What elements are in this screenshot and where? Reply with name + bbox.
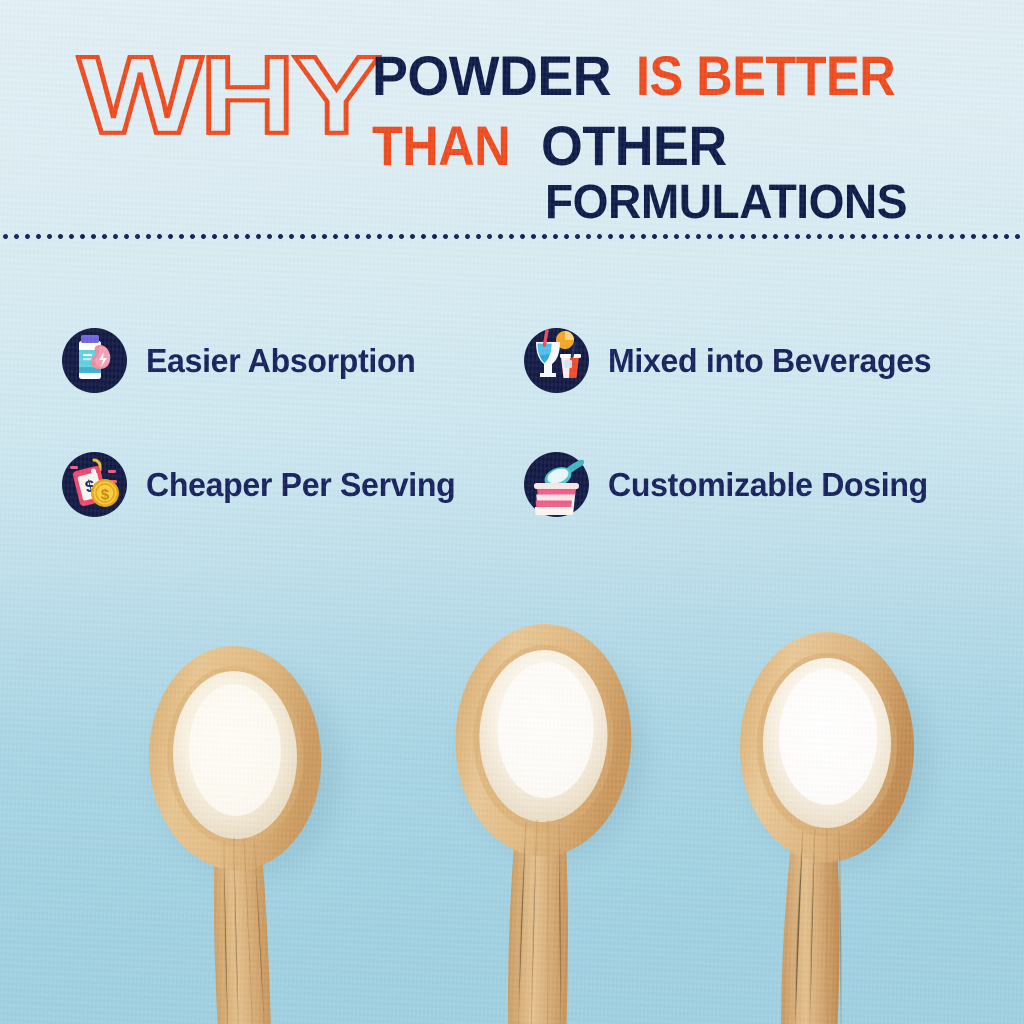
- wooden-spoon-2: [438, 608, 645, 1024]
- headline-line-1: POWDER IS BETTER: [372, 48, 924, 104]
- headline-block: WHY POWDER IS BETTER THAN OTHER FORMULAT…: [0, 36, 1024, 226]
- feature-grid: Easier Absorption: [0, 310, 1024, 540]
- headline-powder: POWDER: [372, 44, 612, 107]
- feature-label: Easier Absorption: [146, 341, 416, 379]
- headline-line-3: FORMULATIONS: [545, 179, 922, 227]
- feature-item-easier-absorption[interactable]: Easier Absorption: [62, 328, 424, 393]
- supplement-bottle-stomach-icon: [62, 328, 127, 393]
- feature-label: Mixed into Beverages: [608, 341, 932, 379]
- price-tag-coin-icon: $ $: [62, 452, 127, 517]
- headline-than: THAN: [372, 114, 511, 177]
- feature-item-customizable-dosing[interactable]: Customizable Dosing: [524, 452, 938, 517]
- svg-text:$: $: [101, 487, 110, 504]
- cocktail-drinks-icon: [524, 328, 589, 393]
- tub-scoop-icon: [524, 452, 589, 517]
- feature-label: Cheaper Per Serving: [146, 465, 456, 503]
- headline-is-better: IS BETTER: [636, 44, 896, 107]
- headline-why-outline: WHY: [76, 32, 383, 157]
- wooden-spoon-1: [131, 627, 346, 1024]
- wooden-spoon-3: [727, 617, 927, 1024]
- headline-line-2: THAN OTHER: [372, 118, 734, 174]
- headline-other: OTHER: [540, 114, 727, 177]
- spoons-photo: [0, 545, 1024, 1024]
- dotted-divider: [0, 233, 1024, 240]
- feature-label: Customizable Dosing: [608, 465, 928, 503]
- headline-formulations: FORMULATIONS: [545, 176, 907, 229]
- feature-item-cheaper-per-serving[interactable]: $ $ Cheaper Per Serving: [62, 452, 465, 517]
- feature-item-mixed-into-beverages[interactable]: Mixed into Beverages: [524, 328, 941, 393]
